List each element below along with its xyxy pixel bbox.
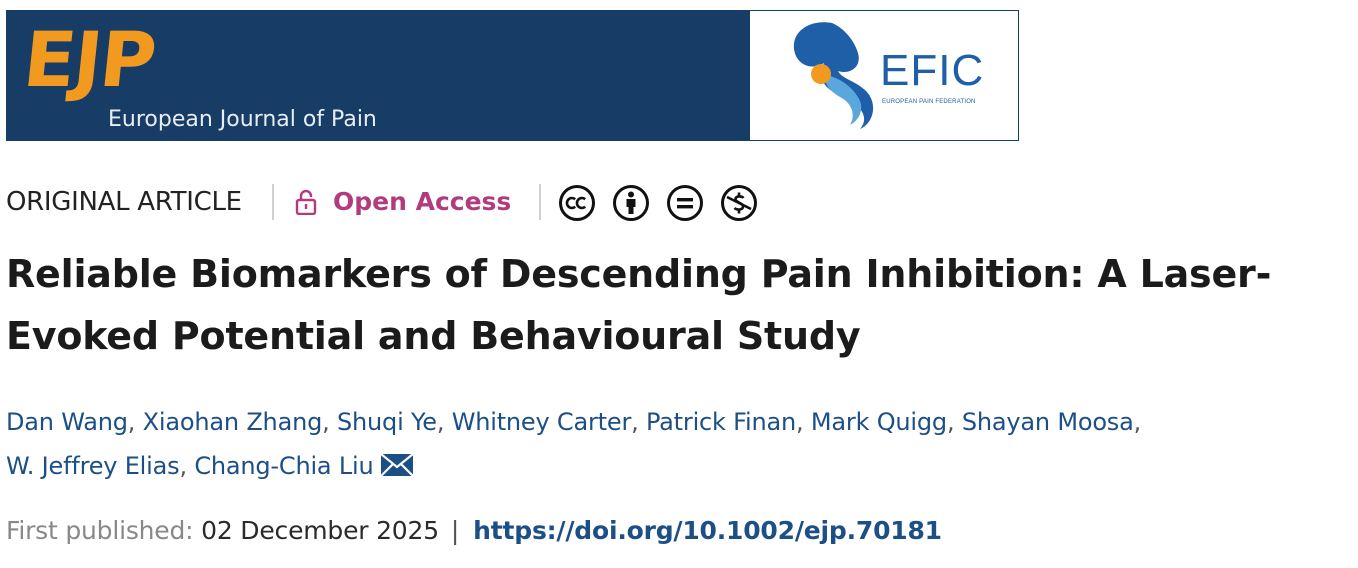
first-published-label: First published: — [6, 516, 194, 545]
author-separator: , — [631, 408, 639, 436]
banner-left-panel: EJP European Journal of Pain — [6, 10, 749, 141]
author-link[interactable]: Patrick Finan — [645, 408, 797, 436]
author-list: Dan Wang, Xiaohan Zhang, Shuqi Ye, Whitn… — [6, 400, 1351, 488]
author-link[interactable]: Xiaohan Zhang — [142, 408, 323, 436]
author-link[interactable]: Shuqi Ye — [337, 408, 437, 436]
author-link[interactable]: Shayan Moosa — [961, 408, 1134, 436]
author-separator: , — [322, 408, 330, 436]
author-link[interactable]: Dan Wang — [6, 408, 128, 436]
by-attribution-icon[interactable] — [612, 184, 650, 222]
title-line-2: Evoked Potential and Behavioural Study — [6, 314, 861, 358]
author-link[interactable]: Mark Quigg — [810, 408, 947, 436]
author-link[interactable]: W. Jeffrey Elias — [6, 452, 180, 480]
author-separator: , — [179, 452, 187, 480]
publication-date: 02 December 2025 — [201, 516, 439, 545]
author-separator: , — [1133, 408, 1142, 436]
journal-banner[interactable]: EJP European Journal of Pain EFIC EUROPE… — [6, 10, 1019, 141]
divider — [539, 184, 541, 220]
nc-non-commercial-icon[interactable] — [720, 184, 758, 222]
open-access-label: Open Access — [333, 187, 512, 216]
author-separator: , — [946, 408, 955, 436]
author-separator: , — [127, 408, 136, 436]
nd-no-derivatives-icon[interactable] — [666, 184, 704, 222]
ejp-logo: EJP — [19, 15, 159, 104]
author-link[interactable]: Chang-Chia Liu — [194, 452, 374, 480]
divider — [272, 184, 274, 220]
author-separator: , — [796, 408, 804, 436]
doi-link[interactable]: https://doi.org/10.1002/ejp.70181 — [473, 516, 942, 545]
pub-separator: | — [450, 516, 460, 545]
envelope-icon[interactable] — [379, 453, 414, 477]
title-line-1: Reliable Biomarkers of Descending Pain I… — [6, 252, 1272, 296]
journal-name: European Journal of Pain — [108, 107, 377, 132]
publication-info: First published: 02 December 2025 | https:… — [6, 513, 942, 549]
article-type: ORIGINAL ARTICLE — [6, 187, 242, 217]
article-meta-row: ORIGINAL ARTICLE Open Access — [6, 182, 786, 222]
efic-wordmark: EFIC — [880, 46, 985, 95]
efic-logo: EFIC EUROPEAN PAIN FEDERATION — [749, 10, 1019, 141]
efic-subtitle: EUROPEAN PAIN FEDERATION — [882, 99, 976, 105]
author-link[interactable]: Whitney Carter — [451, 408, 632, 436]
efic-swirl-icon — [793, 22, 874, 129]
article-title: Reliable Biomarkers of Descending Pain I… — [6, 243, 1351, 367]
author-separator: , — [436, 408, 445, 436]
unlocked-padlock-icon — [295, 189, 317, 215]
cc-icon[interactable] — [558, 184, 596, 222]
